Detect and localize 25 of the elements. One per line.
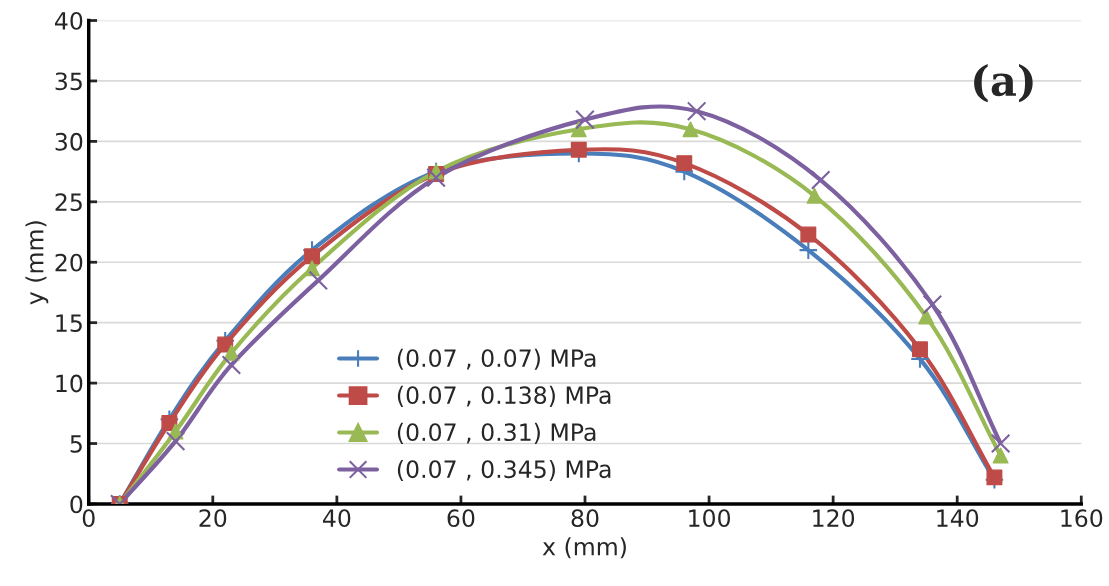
y-axis-title: y (mm) (25, 221, 49, 305)
x-tick-label: 160 (1061, 509, 1103, 528)
x-tick-label: 100 (689, 509, 731, 528)
annotation: (a) (974, 64, 1033, 103)
x-axis-title: x (mm) (542, 537, 626, 559)
legend-label: (0.07 , 0.31) MPa (397, 422, 596, 444)
y-tick-label: 35 (55, 72, 82, 91)
y-tick-label: 20 (55, 253, 83, 272)
y-tick-label: 0 (70, 495, 83, 514)
x-tick-label: 20 (199, 509, 227, 528)
y-tick-label: 30 (55, 132, 83, 151)
legend-label: (0.07 , 0.345) MPa (397, 459, 611, 481)
legend-label: (0.07 , 0.138) MPa (397, 385, 611, 407)
y-tick-label: 15 (56, 314, 82, 332)
x-tick-label: 40 (322, 509, 351, 528)
y-tick-label: 5 (70, 435, 82, 453)
y-tick-label: 25 (55, 193, 82, 212)
legend-label: (0.07 , 0.07) MPa (397, 348, 596, 370)
x-tick-label: 60 (447, 509, 475, 528)
x-tick-label: 80 (571, 509, 599, 528)
x-tick-label: 120 (813, 509, 855, 528)
x-tick-label: 0 (82, 509, 95, 528)
y-tick-label: 10 (56, 374, 83, 393)
y-tick-label: 40 (54, 11, 83, 30)
x-tick-label: 140 (937, 509, 979, 528)
